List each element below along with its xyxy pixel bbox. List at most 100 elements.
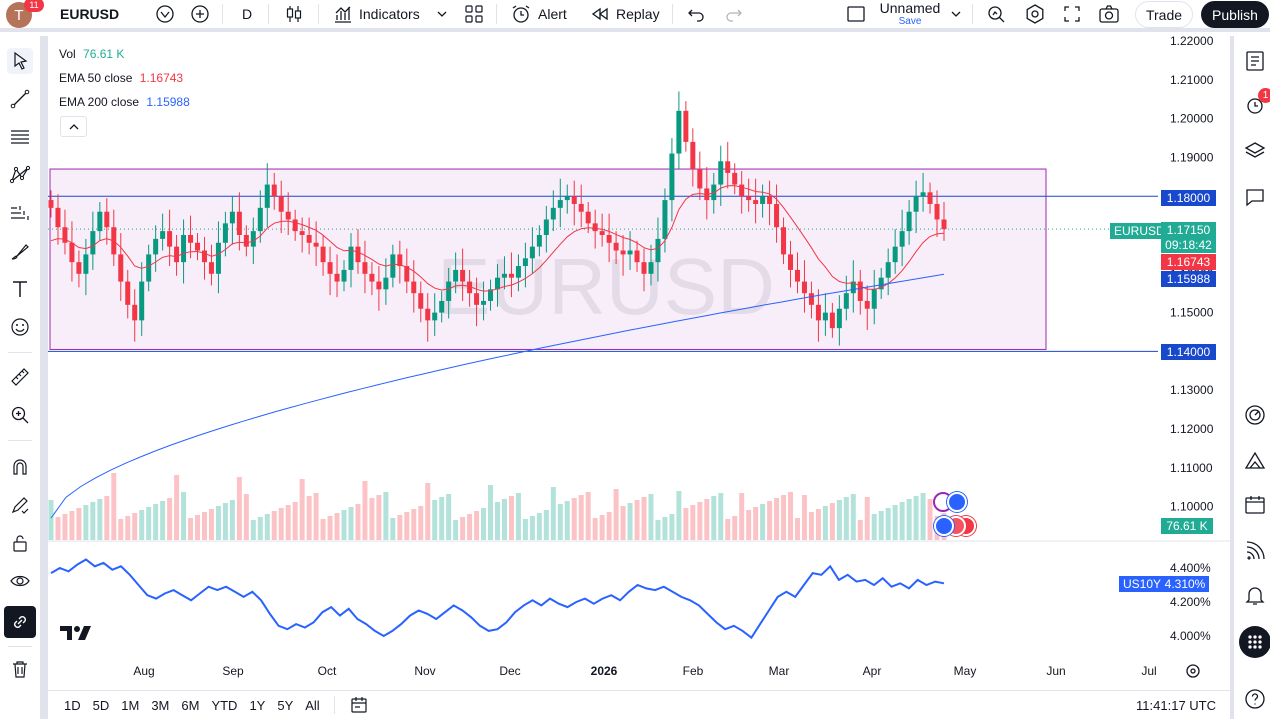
chevron-down-icon[interactable]	[950, 0, 962, 28]
chart-area[interactable]: EURUSD 1.22000 1.21000 1.20000 1.19000 1.1800…	[48, 36, 1230, 686]
redo-icon[interactable]	[724, 0, 744, 28]
ema200-legend[interactable]: EMA 200 close 1.15988	[59, 95, 190, 109]
volume-bar	[501, 499, 507, 540]
pattern-icon[interactable]	[7, 162, 33, 188]
brush-icon[interactable]	[7, 238, 33, 264]
range-button-all[interactable]: All	[305, 697, 320, 713]
yield-axis-tick: 4.000%	[1170, 629, 1211, 643]
volume-bar	[508, 496, 514, 540]
watchlist-icon[interactable]	[1242, 48, 1268, 74]
settings-gear-icon[interactable]	[1024, 0, 1046, 28]
ema50-legend[interactable]: EMA 50 close 1.16743	[59, 71, 183, 85]
candle-body	[941, 219, 947, 230]
tradingview-logo[interactable]	[60, 624, 94, 647]
stay-in-drawing-mode-icon[interactable]	[7, 492, 33, 518]
zoom-in-icon[interactable]	[7, 402, 33, 428]
eu-flag-icon[interactable]	[947, 492, 967, 512]
range-button-ytd[interactable]: YTD	[211, 697, 238, 713]
candle-body	[229, 211, 235, 224]
candle-body	[885, 262, 891, 278]
collapse-legend-button[interactable]	[60, 116, 87, 137]
interval-button[interactable]: D	[242, 0, 252, 28]
trash-icon[interactable]	[7, 656, 33, 682]
alarm-clock-icon[interactable]	[1242, 92, 1268, 118]
chart-canvas[interactable]: EURUSD 1.22000 1.21000 1.20000 1.19000 1.1800…	[48, 36, 1230, 686]
target-icon[interactable]	[1242, 402, 1268, 428]
range-button-5d[interactable]: 5D	[92, 697, 110, 713]
candle-body	[829, 312, 835, 329]
trend-line-icon[interactable]	[7, 86, 33, 112]
text-tool-icon[interactable]	[7, 276, 33, 302]
chevron-down-icon[interactable]	[436, 0, 448, 28]
range-button-5y[interactable]: 5Y	[277, 697, 294, 713]
volume-bar	[878, 511, 884, 540]
layout-grid-icon[interactable]	[464, 0, 484, 28]
calendar-icon[interactable]	[1242, 492, 1268, 518]
range-button-6m[interactable]: 6M	[181, 697, 200, 713]
candle-body	[550, 207, 556, 220]
goto-date-settings-icon[interactable]	[1184, 662, 1202, 685]
layout-square-icon[interactable]	[846, 0, 866, 28]
cursor-icon[interactable]	[7, 48, 33, 74]
range-button-3m[interactable]: 3M	[151, 697, 170, 713]
volume-bar	[913, 496, 919, 540]
ruler-icon[interactable]	[7, 364, 33, 390]
publish-button[interactable]: Publish	[1201, 1, 1269, 28]
trade-button[interactable]: Trade	[1135, 1, 1193, 28]
link-icon[interactable]	[4, 606, 36, 638]
candle-body	[801, 281, 807, 294]
chat-icon[interactable]	[1242, 184, 1268, 210]
volume-bar	[669, 514, 675, 540]
ema50-line	[50, 185, 945, 292]
candles-chart-type-icon[interactable]	[284, 0, 304, 28]
volume-bar	[160, 501, 166, 540]
bottom-toolbar: 1D 5D 1M 3M 6M YTD 1Y 5Y All 11:41:17 UTC	[48, 690, 1230, 719]
replay-button[interactable]: Replay	[590, 0, 660, 28]
layout-name-button[interactable]: Unnamed Save	[876, 1, 944, 28]
fib-retracement-icon[interactable]	[7, 124, 33, 150]
indicators-button[interactable]: Indicators	[332, 0, 420, 28]
eye-icon[interactable]	[7, 568, 33, 594]
candle-body	[243, 235, 249, 247]
alert-button[interactable]: Alert	[510, 0, 567, 28]
layers-icon[interactable]	[1242, 138, 1268, 164]
undo-icon[interactable]	[686, 0, 706, 28]
candle-body	[864, 300, 870, 309]
volume-bar	[369, 498, 375, 540]
volume-bar	[892, 505, 898, 540]
broadcast-icon[interactable]	[1242, 538, 1268, 564]
candle-body	[271, 184, 277, 197]
utc-clock[interactable]: 11:41:17 UTC	[1136, 697, 1216, 713]
add-symbol-icon[interactable]	[189, 0, 211, 28]
fullscreen-icon[interactable]	[1062, 0, 1082, 28]
range-button-1d[interactable]: 1D	[64, 697, 81, 713]
quick-search-icon[interactable]	[985, 0, 1007, 28]
help-icon[interactable]	[1242, 686, 1268, 712]
symbol-search-button[interactable]: EURUSD	[60, 0, 119, 28]
volume-legend-label: Vol	[59, 47, 76, 61]
range-button-1y[interactable]: 1Y	[249, 697, 266, 713]
candle-body	[683, 110, 689, 142]
camera-icon[interactable]	[1098, 0, 1120, 28]
volume-legend[interactable]: Vol 76.61 K	[59, 47, 124, 61]
volume-bar	[327, 516, 333, 540]
calendar-range-icon[interactable]	[349, 695, 369, 715]
volume-bar	[767, 501, 773, 540]
range-button-1m[interactable]: 1M	[121, 697, 140, 713]
forecasting-icon[interactable]	[7, 200, 33, 226]
eu-flag-icon[interactable]	[934, 516, 954, 536]
ideas-icon[interactable]	[1242, 448, 1268, 474]
compare-symbol-icon[interactable]	[154, 0, 176, 28]
candle-body	[383, 277, 389, 290]
products-menu-icon[interactable]	[1239, 626, 1270, 658]
notifications-bell-icon[interactable]	[1242, 582, 1268, 608]
magnet-icon[interactable]	[7, 454, 33, 480]
candle-body	[822, 312, 828, 321]
candle-body	[508, 273, 514, 278]
lock-icon[interactable]	[7, 530, 33, 556]
candle-body	[132, 304, 138, 321]
candle-body	[48, 200, 54, 208]
volume-bar	[474, 511, 480, 540]
emoji-icon[interactable]	[7, 314, 33, 340]
divider	[8, 646, 32, 647]
